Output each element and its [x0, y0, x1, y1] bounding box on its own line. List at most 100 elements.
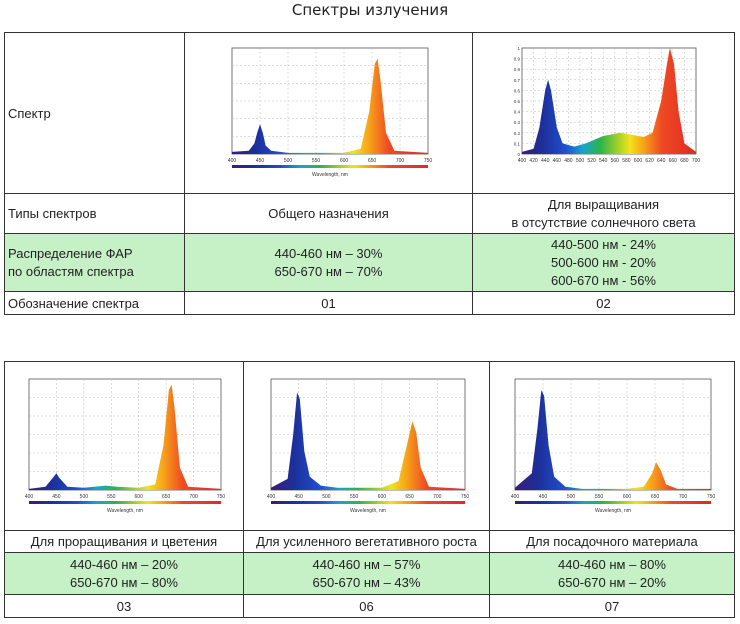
x-tick-label: 620 [645, 158, 654, 164]
x-tick-label: 400 [511, 494, 520, 500]
spectrum-area [521, 48, 696, 154]
x-tick-label: 700 [395, 158, 404, 164]
chart-cell-01: 400 450 500 550 600 650 700 750 Wavelength, nm [184, 32, 473, 194]
par-line: 650-670 нм – 80% [70, 574, 178, 590]
x-tick-label: 500 [80, 494, 89, 500]
row-label-par: Распределение ФАР по областям спектра [4, 233, 185, 292]
x-tick-label: 650 [162, 494, 171, 500]
x-tick-label: 550 [107, 494, 116, 500]
spectra-table-1: Спектр 400 450 500 550 600 650 700 750 Wavelengt… [4, 32, 735, 315]
par-line: 440-460 нм – 30% [274, 245, 383, 261]
par-line: 440-460 нм – 57% [312, 556, 421, 572]
par-cell-07: 440-460 нм – 80% 650-670 нм – 20% [489, 552, 735, 595]
chart-cell-07: 400 450 500 550 600 650 700 750 Wavelength, nm [489, 361, 735, 531]
y-tick-label: 1 [517, 46, 520, 51]
row-label-types: Типы спектров [4, 193, 185, 234]
x-tick-label: 600 [135, 494, 144, 500]
y-tick-label: 0.8 [513, 67, 520, 72]
x-tick-label: 640 [657, 158, 666, 164]
x-tick-label: 750 [423, 158, 432, 164]
row-label-code: Обозначение спектра [4, 291, 185, 315]
x-tick-label: 700 [433, 494, 442, 500]
x-tick-label: 750 [217, 494, 226, 500]
wavelength-color-bar [515, 500, 711, 504]
chart-cell-06: 400 450 500 550 600 650 700 750 Wavelength, nm [243, 361, 490, 531]
x-tick-label: 680 [680, 158, 689, 164]
wavelength-color-bar [231, 165, 428, 168]
x-tick-label: 500 [322, 494, 331, 500]
x-tick-label: 600 [377, 494, 386, 500]
x-tick-label: 400 [266, 494, 275, 500]
x-tick-label: 650 [651, 494, 660, 500]
x-tick-label: 480 [564, 158, 573, 164]
page-title: Спектры излучения [291, 1, 449, 19]
x-axis-label: Wavelength, nm [312, 172, 348, 178]
x-tick-label: 400 [517, 158, 526, 164]
x-tick-label: 650 [405, 494, 414, 500]
x-tick-label: 600 [339, 158, 348, 164]
par-line: 650-670 нм – 70% [274, 263, 383, 279]
x-tick-label: 460 [552, 158, 561, 164]
spectrum-type-01: Общего назначения [184, 193, 473, 234]
x-tick-label: 550 [349, 494, 358, 500]
par-cell-03: 440-460 нм – 20% 650-670 нм – 80% [4, 552, 244, 595]
x-tick-label: 500 [575, 158, 584, 164]
x-tick-label: 660 [668, 158, 677, 164]
y-tick-label: 0.7 [513, 78, 520, 83]
spectrum-code-06: 06 [243, 594, 490, 618]
x-tick-label: 560 [610, 158, 619, 164]
x-tick-label: 450 [52, 494, 61, 500]
par-cell-02: 440-500 нм - 24% 500-600 нм - 20% 600-67… [472, 233, 735, 292]
x-tick-label: 600 [633, 158, 642, 164]
x-axis-label: Wavelength, nm [595, 508, 631, 514]
spectrum-code-01: 01 [184, 291, 473, 315]
spectrum-chart-03: 400 450 500 550 600 650 700 750 Wavelength, nm [25, 378, 226, 514]
x-tick-label: 450 [539, 494, 548, 500]
x-tick-label: 750 [460, 494, 469, 500]
x-tick-label: 500 [567, 494, 576, 500]
x-tick-label: 700 [189, 494, 198, 500]
x-axis-label: Wavelength, nm [350, 508, 386, 514]
spectrum-chart-07: 400 450 500 550 600 650 700 750 Wavelength, nm [511, 378, 716, 514]
x-tick-label: 540 [599, 158, 608, 164]
y-tick-label: 0 [517, 152, 520, 157]
x-tick-label: 450 [255, 158, 264, 164]
x-tick-label: 550 [595, 494, 604, 500]
x-tick-label: 700 [691, 158, 700, 164]
x-tick-label: 580 [622, 158, 631, 164]
spectrum-area [29, 384, 221, 490]
x-tick-label: 750 [707, 494, 716, 500]
spectrum-area [231, 58, 428, 154]
par-line: 650-670 нм – 43% [312, 574, 421, 590]
x-tick-label: 600 [623, 494, 632, 500]
spectrum-code-07: 07 [489, 594, 735, 618]
par-line: 440-500 нм - 24% [550, 236, 656, 252]
y-tick-label: 0.6 [513, 88, 520, 93]
x-tick-label: 440 [541, 158, 550, 164]
spectrum-chart-02: 400 420 440 460 480 500 520 540 560 580 600 620 640 6… [513, 46, 700, 164]
par-line: 650-670 нм – 20% [558, 574, 666, 590]
y-tick-label: 0.9 [513, 57, 520, 62]
y-tick-label: 0.2 [513, 131, 520, 136]
x-tick-label: 520 [587, 158, 596, 164]
par-line: 440-460 нм – 80% [558, 556, 666, 572]
y-tick-label: 0.3 [513, 120, 520, 125]
spectrum-type-06: Для усиленного вегетативного роста [243, 530, 490, 553]
par-line: 600-670 нм - 56% [550, 272, 656, 288]
y-tick-label: 0.4 [513, 110, 520, 115]
spectrum-chart-06: 400 450 500 550 600 650 700 750 Wavelength, nm [266, 378, 469, 514]
chart-cell-03: 400 450 500 550 600 650 700 750 Wavelength, nm [4, 361, 244, 531]
x-tick-label: 700 [679, 494, 688, 500]
x-tick-label: 450 [294, 494, 303, 500]
x-axis-label: Wavelength, nm [107, 508, 143, 514]
y-tick-label: 0.1 [513, 141, 520, 146]
spectrum-area [515, 389, 711, 490]
spectrum-type-03: Для проращивания и цветения [4, 530, 244, 553]
x-tick-label: 400 [227, 158, 236, 164]
par-line: 440-460 нм – 20% [70, 556, 178, 572]
wavelength-color-bar [29, 500, 221, 504]
spectrum-area [270, 391, 465, 490]
par-cell-06: 440-460 нм – 57% 650-670 нм – 43% [243, 552, 490, 595]
x-tick-label: 420 [529, 158, 538, 164]
spectrum-type-07: Для посадочного материала [489, 530, 735, 553]
